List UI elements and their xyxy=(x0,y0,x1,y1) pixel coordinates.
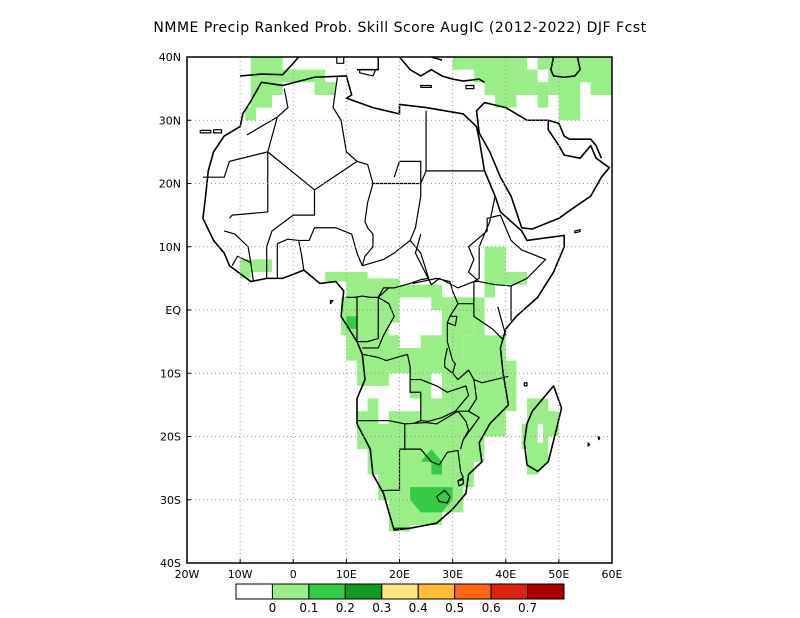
y-tick-label: 20S xyxy=(160,431,181,444)
skill-region-morocco xyxy=(245,94,272,121)
x-tick-label: 40E xyxy=(495,568,516,581)
skill-region-west-africa xyxy=(240,259,272,279)
country-borders xyxy=(203,77,546,528)
y-tick-label: EQ xyxy=(165,304,181,317)
colorbar-swatch xyxy=(271,583,310,600)
x-tick-label: 50E xyxy=(548,568,569,581)
colorbar-label: 0.1 xyxy=(299,601,318,615)
coastlines-layer xyxy=(200,44,609,530)
skill-gap-congo xyxy=(388,297,442,348)
colorbar-swatch xyxy=(527,583,565,600)
colorbar-swatch xyxy=(490,583,529,600)
skill-mid-gabon xyxy=(346,316,357,329)
grid-lines xyxy=(187,57,612,563)
map-title: NMME Precip Ranked Prob. Skill Score Aug… xyxy=(153,20,647,36)
colorbar-label: 0.6 xyxy=(482,601,501,615)
y-tick-label: 20N xyxy=(159,178,181,191)
colorbar-label: 0.4 xyxy=(409,601,428,615)
x-axis-ticks: 20W 10W 0 10E 20E 30E 40E 50E 60E xyxy=(175,559,623,581)
colorbar: 0 0.1 0.2 0.3 0.4 0.5 0.6 0.7 xyxy=(235,583,565,615)
y-tick-label: 40N xyxy=(159,51,181,64)
skill-region-nigeria-coast xyxy=(325,272,347,282)
colorbar-swatch xyxy=(454,583,492,600)
x-tick-label: 20W xyxy=(175,568,200,581)
colorbar-label: 0.5 xyxy=(445,601,464,615)
y-tick-label: 10N xyxy=(159,241,181,254)
med-north-coast xyxy=(240,44,484,82)
africa-coastline xyxy=(203,76,564,530)
y-tick-label: 30S xyxy=(160,494,181,507)
colorbar-swatch xyxy=(308,583,346,600)
colorbar-label: 0 xyxy=(269,601,277,615)
colorbar-swatch xyxy=(417,583,456,600)
skill-region-middle-east xyxy=(452,57,549,108)
colorbar-label: 0.2 xyxy=(336,601,355,615)
x-tick-label: 0 xyxy=(290,568,297,581)
colorbar-swatch xyxy=(381,583,419,600)
colorbar-swatch xyxy=(344,583,383,600)
colorbar-label: 0.3 xyxy=(372,601,391,615)
x-tick-label: 60E xyxy=(602,568,623,581)
colorbar-label: 0.7 xyxy=(518,601,537,615)
caspian-coast xyxy=(551,57,580,77)
x-tick-label: 20E xyxy=(389,568,410,581)
x-tick-label: 10W xyxy=(228,568,253,581)
y-axis-ticks: 40N 30N 20N 10N EQ 10S 20S 30S 40S xyxy=(159,51,191,570)
persian-gulf xyxy=(548,120,601,158)
skill-fill-layer xyxy=(240,57,612,532)
island-outlines xyxy=(200,51,600,446)
x-tick-label: 30E xyxy=(442,568,463,581)
y-tick-label: 40S xyxy=(160,557,181,570)
skill-gap-madagascar xyxy=(537,423,543,443)
skill-region-iran xyxy=(537,57,612,121)
y-tick-label: 30N xyxy=(159,114,181,127)
madagascar-coastline xyxy=(524,386,561,471)
arabia-coastline xyxy=(477,103,610,230)
colorbar-swatch xyxy=(235,583,273,600)
y-tick-label: 10S xyxy=(160,367,181,380)
x-tick-label: 10E xyxy=(336,568,357,581)
